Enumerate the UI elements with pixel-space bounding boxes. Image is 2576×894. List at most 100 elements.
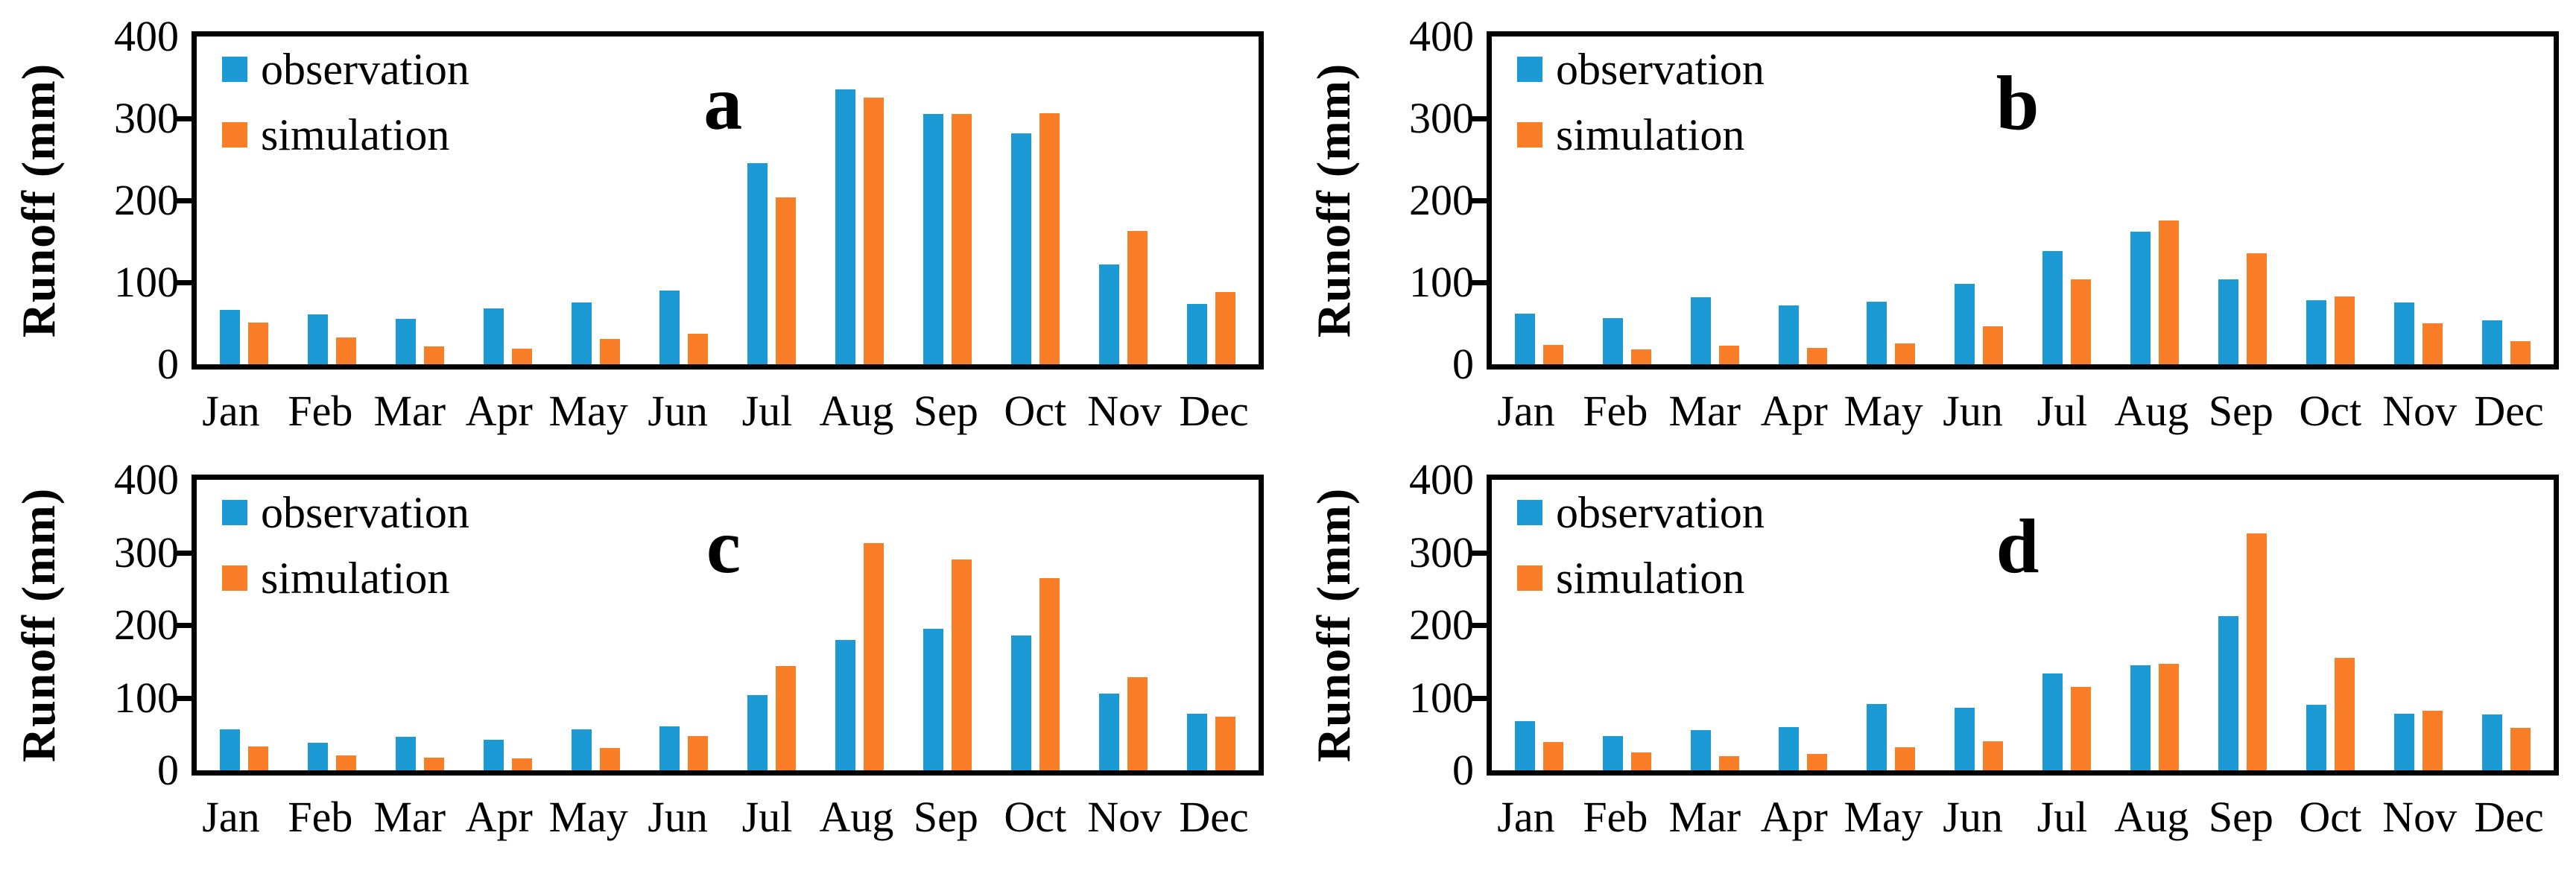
- legend-item-simulation: simulation: [1517, 111, 1765, 159]
- bar-group-Jan: [1496, 480, 1583, 770]
- panel-d: Runoff (mm) 0 100 200 300 400 observation si…: [1295, 443, 2576, 890]
- bar-simulation-Sep: [2246, 533, 2267, 770]
- bar-simulation-Oct: [1039, 578, 1060, 770]
- bar-group-Dec: [2462, 480, 2550, 770]
- bar-observation-Dec: [2481, 320, 2502, 364]
- panel-c: Runoff (mm) 0 100 200 300 400 observation si…: [0, 443, 1282, 890]
- y-tick-label-400: 400: [114, 455, 179, 504]
- bar-observation-Dec: [2481, 714, 2502, 770]
- bar-observation-Apr: [1779, 727, 1800, 770]
- legend-label-simulation: simulation: [1556, 554, 1745, 603]
- y-tick-mark-200: [1469, 198, 1487, 203]
- bar-group-May: [1847, 480, 1935, 770]
- x-tick-label-Oct: Oct: [2299, 793, 2362, 841]
- x-tick-label-May: May: [548, 387, 628, 435]
- legend-label-simulation: simulation: [261, 110, 450, 159]
- bar-group-Apr: [464, 37, 552, 364]
- bar-group-Jun: [1935, 480, 2023, 770]
- x-tick-label-Sep: Sep: [2208, 387, 2273, 435]
- bar-simulation-Jul: [2070, 687, 2091, 770]
- x-tick-label-Dec: Dec: [2474, 793, 2544, 841]
- legend-item-simulation: simulation: [1517, 554, 1765, 602]
- y-tick-mark-100: [1469, 280, 1487, 285]
- bar-group-Feb: [1583, 480, 1671, 770]
- bar-group-Mar: [1671, 37, 1759, 364]
- legend-item-simulation: simulation: [222, 111, 469, 159]
- bar-group-Jul: [728, 480, 816, 770]
- bar-simulation-Dec: [2510, 728, 2531, 770]
- bar-group-Jan: [1496, 37, 1583, 364]
- legend-item-observation: observation: [222, 45, 469, 93]
- y-tick-label-0: 0: [157, 340, 179, 388]
- bar-simulation-May: [1895, 343, 1916, 364]
- x-tick-label-Apr: Apr: [1760, 793, 1828, 841]
- x-tick-label-Jun: Jun: [648, 793, 708, 841]
- bar-observation-Jun: [1955, 284, 1975, 364]
- bar-observation-Apr: [484, 740, 504, 770]
- bar-observation-Jun: [659, 726, 680, 770]
- x-axis-labels-d: Jan Feb Mar Apr May Jun Jul Aug Sep Oct Nov Dec: [1481, 792, 2554, 842]
- x-tick-label-Aug: Aug: [819, 387, 894, 435]
- bar-observation-Feb: [1603, 318, 1624, 364]
- y-tick-label-200: 200: [114, 600, 179, 649]
- bar-group-Nov: [2374, 37, 2462, 364]
- bar-observation-Feb: [308, 743, 329, 770]
- bar-group-Sep: [2198, 480, 2286, 770]
- bar-group-Jul: [2023, 37, 2111, 364]
- bar-observation-Dec: [1186, 304, 1207, 364]
- bar-simulation-Aug: [863, 98, 884, 364]
- bar-observation-Sep: [2218, 616, 2238, 770]
- bar-group-May: [1847, 37, 1935, 364]
- bar-group-Dec: [1167, 37, 1255, 364]
- bar-group-Nov: [1079, 480, 1167, 770]
- y-tick-label-200: 200: [1409, 176, 1474, 224]
- bar-group-Nov: [2374, 480, 2462, 770]
- x-tick-label-Feb: Feb: [1583, 387, 1648, 435]
- bar-observation-Sep: [923, 114, 943, 364]
- bar-group-Mar: [376, 480, 464, 770]
- x-tick-label-Sep: Sep: [2208, 793, 2273, 841]
- bar-group-Apr: [1759, 37, 1847, 364]
- bar-group-Feb: [1583, 37, 1671, 364]
- y-tick-mark-300: [1469, 550, 1487, 556]
- bar-group-Jun: [640, 480, 728, 770]
- bar-group-Mar: [1671, 480, 1759, 770]
- bar-simulation-Dec: [1215, 292, 1235, 364]
- bar-group-Jul: [728, 37, 816, 364]
- bar-observation-Sep: [923, 629, 943, 770]
- bar-observation-Aug: [2130, 232, 2151, 364]
- legend-label-observation: observation: [261, 488, 469, 537]
- bar-observation-Apr: [1779, 305, 1800, 364]
- bar-simulation-Feb: [1631, 752, 1652, 770]
- plot-area-b: observation simulation b: [1487, 31, 2559, 370]
- bar-observation-Feb: [1603, 736, 1624, 770]
- y-tick-label-400: 400: [114, 12, 179, 60]
- bar-simulation-Jun: [688, 334, 709, 364]
- legend-item-observation: observation: [1517, 489, 1765, 536]
- legend-label-observation: observation: [261, 45, 469, 94]
- x-tick-label-Jan: Jan: [202, 387, 260, 435]
- bar-simulation-Jun: [688, 736, 709, 770]
- bar-observation-Oct: [1010, 133, 1031, 364]
- legend-item-observation: observation: [1517, 45, 1765, 93]
- bar-simulation-Jan: [1543, 345, 1564, 364]
- x-tick-label-Dec: Dec: [2474, 387, 2544, 435]
- bar-simulation-Apr: [512, 758, 533, 770]
- bar-group-Feb: [288, 37, 376, 364]
- bar-observation-Oct: [1010, 635, 1031, 770]
- x-tick-label-Mar: Mar: [1668, 793, 1741, 841]
- bar-observation-Nov: [1098, 694, 1119, 770]
- bar-simulation-Jun: [1983, 326, 2004, 364]
- bar-observation-May: [1867, 302, 1887, 364]
- bar-group-Feb: [288, 480, 376, 770]
- x-tick-label-Jun: Jun: [1943, 793, 2003, 841]
- bar-observation-Mar: [396, 319, 417, 364]
- bar-simulation-May: [600, 748, 621, 770]
- legend-b: observation simulation: [1517, 45, 1765, 159]
- y-tick-label-300: 300: [114, 527, 179, 577]
- x-tick-label-Jan: Jan: [1497, 793, 1555, 841]
- bar-group-Mar: [376, 37, 464, 364]
- bar-simulation-Feb: [336, 755, 357, 770]
- y-tick-mark-200: [174, 623, 192, 628]
- legend-swatch-observation: [222, 500, 247, 525]
